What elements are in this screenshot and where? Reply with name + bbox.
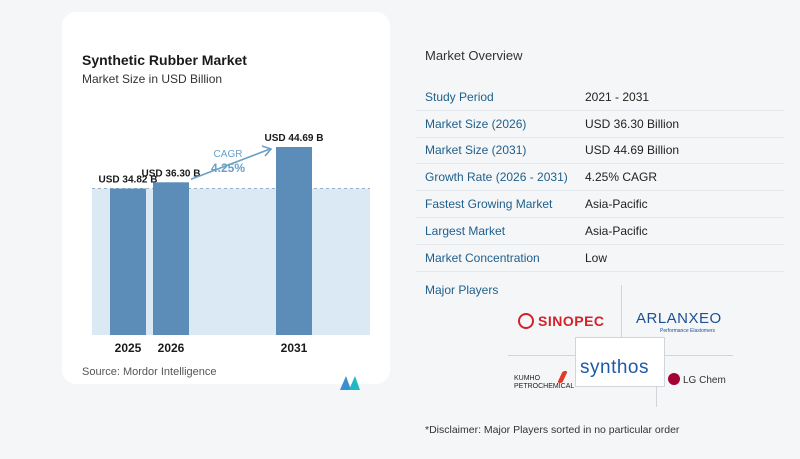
lg-face-icon — [668, 373, 680, 385]
overview-key: Largest Market — [425, 223, 506, 238]
cagr-arrow-head — [261, 145, 273, 157]
sinopec-emblem-icon — [518, 313, 534, 329]
overview-key: Market Concentration — [425, 250, 540, 265]
player-logos: SINOPEC ARLANXEO Performance Elastomers … — [508, 285, 733, 407]
mordor-logo-icon — [340, 376, 360, 390]
overview-key: Market Size (2026) — [425, 116, 527, 131]
bar-value-label: USD 36.30 B — [142, 168, 201, 179]
synthos-logo-box — [575, 337, 665, 387]
bar — [110, 188, 146, 335]
x-tick-label: 2026 — [158, 341, 185, 355]
overview-row: Fastest Growing Market Asia-Pacific — [416, 191, 784, 218]
overview-row: Growth Rate (2026 - 2031) 4.25% CAGR — [416, 164, 784, 192]
overview-table: Study Period 2021 - 2031 Market Size (20… — [416, 84, 784, 272]
overview-row: Study Period 2021 - 2031 — [416, 84, 784, 111]
overview-row: Market Concentration Low — [416, 245, 784, 272]
kumho-wordmark: KUMHO — [514, 375, 541, 382]
overview-row: Market Size (2031) USD 44.69 Billion — [416, 138, 784, 165]
overview-key: Study Period — [425, 89, 494, 104]
arlanxeo-tagline: Performance Elastomers — [660, 328, 716, 334]
overview-value: USD 44.69 Billion — [585, 143, 680, 158]
overview-value: 4.25% CAGR — [585, 170, 658, 185]
overview-row: Largest Market Asia-Pacific — [416, 218, 784, 245]
arlanxeo-logo: ARLANXEO — [636, 310, 722, 327]
overview-value: 2021 - 2031 — [585, 89, 650, 104]
overview-key: Market Size (2031) — [425, 143, 527, 158]
kumho-logo: KUMHO PETROCHEMICAL — [514, 375, 574, 391]
sinopec-wordmark: SINOPEC — [538, 313, 605, 329]
bar-value-label: USD 34.82 B — [99, 175, 158, 186]
logo-divider — [621, 285, 622, 355]
x-tick-label: 2025 — [115, 341, 142, 355]
lgchem-logo: LG Chem — [668, 373, 726, 386]
synthos-logo: synthos — [580, 357, 649, 378]
overview-value: USD 36.30 Billion — [585, 116, 680, 131]
source-note: Source: Mordor Intelligence — [82, 366, 217, 378]
sinopec-logo: SINOPEC — [518, 313, 605, 329]
overview-row: Market Size (2026) USD 36.30 Billion — [416, 111, 784, 138]
overview-value: Asia-Pacific — [585, 223, 648, 238]
overview-value: Low — [585, 250, 608, 265]
cagr-arrow — [190, 148, 271, 181]
overview-key: Growth Rate (2026 - 2031) — [425, 170, 568, 185]
kumho-subtitle: PETROCHEMICAL — [514, 383, 575, 390]
overview-value: Asia-Pacific — [585, 197, 648, 212]
disclaimer: *Disclaimer: Major Players sorted in no … — [425, 424, 680, 436]
bar-chart: USD 34.82 B 2025 USD 36.30 B 2026 USD 44.69 … — [92, 133, 370, 355]
bar — [153, 182, 189, 335]
x-tick-label: 2031 — [281, 341, 308, 355]
bar — [276, 147, 312, 335]
major-players-title: Major Players — [425, 283, 499, 297]
overview-key: Fastest Growing Market — [425, 197, 553, 212]
overview-title: Market Overview — [425, 48, 523, 63]
cagr-value: 4.25% — [211, 161, 245, 175]
chart-subtitle: Market Size in USD Billion — [82, 72, 223, 86]
bar-value-label: USD 44.69 B — [265, 133, 324, 144]
cagr-label: CAGR — [214, 149, 243, 160]
lgchem-wordmark: LG Chem — [683, 375, 726, 386]
chart-title: Synthetic Rubber Market — [82, 52, 247, 68]
chart-card: Synthetic Rubber Market Market Size in U… — [62, 12, 390, 390]
